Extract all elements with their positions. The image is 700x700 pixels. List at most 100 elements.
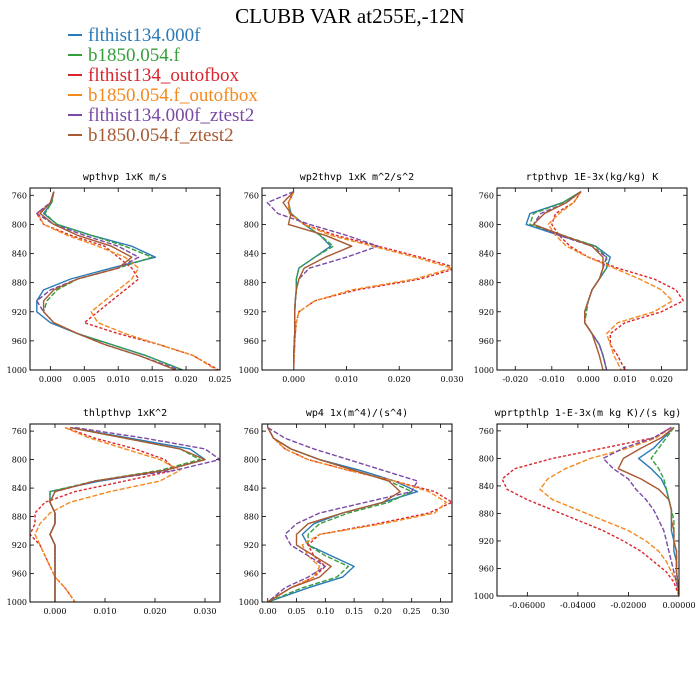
panel-frame: [496, 187, 688, 371]
series-line-6: [267, 427, 401, 602]
x-tick-label: 0.020: [144, 607, 167, 616]
y-tick-label: 800: [12, 456, 27, 465]
x-tick-label: 0.030: [194, 607, 217, 616]
panel-series-group: [525, 191, 684, 370]
x-tick-label: -0.02000: [611, 601, 647, 610]
panel-frame: [261, 187, 453, 371]
figure-title: CLUBB VAR at255E,-12N: [235, 4, 465, 28]
x-tick-label: 0.010: [107, 375, 130, 384]
series-line-6: [617, 426, 679, 596]
legend-label: b1850.054.f: [88, 45, 180, 66]
y-tick-label: 880: [479, 509, 494, 518]
y-tick-label: 840: [12, 484, 27, 493]
x-tick-label: 0.10: [316, 607, 334, 616]
series-line-3: [501, 426, 679, 596]
y-tick-label: 880: [12, 279, 27, 288]
series-line-4: [547, 191, 674, 370]
series-line-4: [37, 191, 217, 370]
y-tick-label: 920: [479, 308, 494, 317]
panel-6: wprtpthlp 1-E-3x(m kg K)/(s kg)760 800 840…: [474, 408, 696, 610]
panel-frame: [261, 423, 453, 603]
x-tick-label: -0.04000: [560, 601, 596, 610]
series-line-4: [287, 191, 452, 370]
y-tick-label: 920: [244, 541, 259, 550]
x-tick-label: 0.00: [259, 607, 277, 616]
y-tick-label: 760: [479, 427, 494, 436]
x-tick-label: 0.000: [577, 375, 600, 384]
x-tick-label: -0.020: [502, 375, 528, 384]
y-tick-label: 1000: [7, 366, 27, 375]
legend-swatch: [68, 73, 82, 76]
x-tick-label: 0.020: [650, 375, 673, 384]
panel-title: wp4 1x(m^4)/(s^4): [306, 408, 408, 419]
x-tick-label: 0.020: [175, 375, 198, 384]
y-tick-label: 960: [244, 570, 259, 579]
x-tick-label: 0.020: [388, 375, 411, 384]
series-line-4: [267, 427, 447, 602]
y-tick-label: 760: [12, 427, 27, 436]
series-line-1: [36, 191, 183, 370]
y-tick-label: 800: [12, 220, 27, 229]
y-tick-label: 840: [12, 250, 27, 259]
x-tick-label: -0.010: [539, 375, 565, 384]
y-tick-label: 920: [479, 537, 494, 546]
legend-label: flthist134_outofbox: [88, 65, 239, 86]
legend-label: flthist134.000f: [88, 25, 201, 46]
y-tick-label: 840: [244, 250, 259, 259]
series-line-3: [36, 191, 219, 370]
y-tick-label: 840: [244, 484, 259, 493]
legend-label: b1850.054.f_ztest2: [88, 125, 234, 146]
y-tick-label: 960: [244, 337, 259, 346]
legend-label: b1850.054.f_outofbox: [88, 85, 258, 106]
series-line-4: [34, 426, 181, 602]
x-tick-label: 0.000: [44, 607, 67, 616]
y-tick-label: 1000: [239, 366, 259, 375]
y-tick-label: 920: [12, 541, 27, 550]
y-tick-label: 1000: [239, 598, 259, 607]
series-line-2: [287, 191, 334, 370]
y-tick-label: 760: [244, 191, 259, 200]
y-tick-label: 760: [12, 191, 27, 200]
legend-entry: flthist134.000f: [68, 26, 258, 46]
panel-series-group: [267, 427, 452, 602]
y-tick-label: 1000: [7, 598, 27, 607]
y-tick-label: 840: [479, 250, 494, 259]
y-tick-label: 800: [244, 220, 259, 229]
y-tick-label: 960: [12, 337, 27, 346]
series-line-4: [539, 426, 679, 596]
legend: flthist134.000f b1850.054.f flthist134_o…: [68, 26, 258, 146]
y-tick-label: 880: [12, 513, 27, 522]
panel-series-group: [36, 191, 219, 370]
series-line-3: [30, 426, 176, 602]
series-line-5: [49, 426, 220, 602]
legend-entry: flthist134.000f_ztest2: [68, 106, 258, 126]
y-tick-label: 960: [479, 564, 494, 573]
y-tick-label: 760: [244, 427, 259, 436]
panel-2: wp2thvp 1xK m^2/s^2 760 800 840 880 920 960 100…: [239, 172, 464, 384]
legend-swatch: [68, 93, 82, 96]
x-tick-label: 0.010: [335, 375, 358, 384]
panel-title: rtpthvp 1E-3x(kg/kg) K: [526, 172, 658, 183]
x-tick-label: 0.05: [288, 607, 306, 616]
x-tick-label: 0.25: [403, 607, 421, 616]
series-line-3: [287, 191, 452, 370]
panel-title: thlpthvp 1xK^2: [83, 408, 167, 419]
x-tick-label: 0.030: [441, 375, 464, 384]
y-tick-label: 920: [244, 308, 259, 317]
x-tick-label: 0.000: [282, 375, 305, 384]
series-line-6: [49, 426, 206, 602]
series-line-6: [39, 191, 177, 370]
panel-frame: [29, 187, 221, 371]
x-tick-label: 0.20: [374, 607, 392, 616]
x-tick-label: 0.010: [613, 375, 636, 384]
y-tick-label: 840: [479, 482, 494, 491]
panel-4: thlpthvp 1xK^2 760 800 840 880 920 960 1000 0.00…: [7, 408, 221, 616]
y-tick-label: 800: [479, 454, 494, 463]
series-line-5: [267, 427, 419, 602]
x-tick-label: 0.15: [345, 607, 363, 616]
y-tick-label: 880: [479, 279, 494, 288]
panel-frame: [29, 423, 221, 603]
series-line-6: [532, 191, 604, 370]
x-tick-label: 0.005: [73, 375, 96, 384]
